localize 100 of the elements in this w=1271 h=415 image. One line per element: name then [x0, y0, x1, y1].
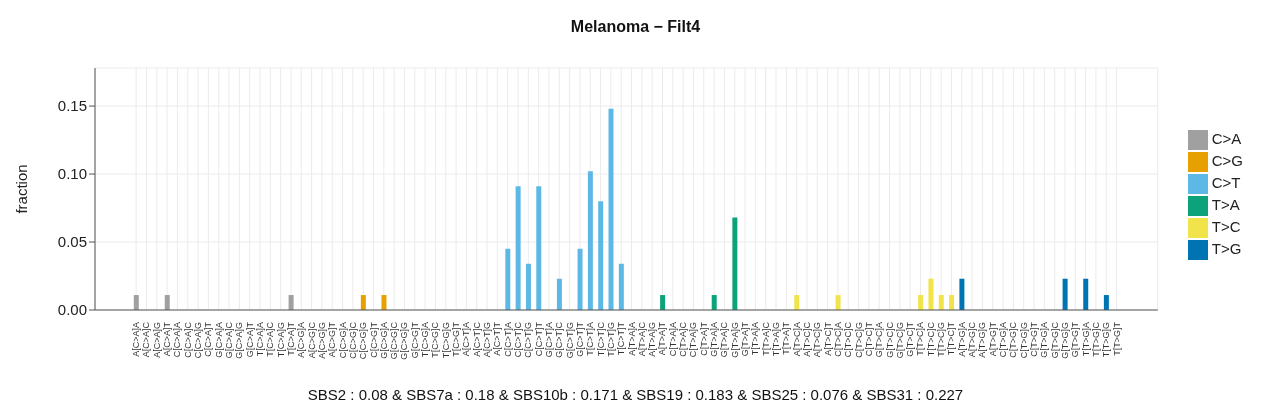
x-tick-label: T[T>C]T — [946, 321, 957, 356]
chart-title: Melanoma − Filt4 — [569, 18, 702, 36]
x-tick-label: A[C>G]C — [306, 321, 317, 359]
legend-label: T>A — [1211, 196, 1240, 213]
x-tick-label: C[C>A]A — [172, 322, 183, 358]
bar — [288, 295, 294, 310]
bar — [1083, 278, 1089, 310]
x-tick-label: C[T>C]C — [843, 321, 854, 358]
bar — [360, 295, 366, 310]
x-tick-label: T[C>G]C — [430, 321, 441, 358]
y-tick-label: 0.05 — [57, 233, 87, 251]
x-tick-label: G[T>G]T — [1070, 321, 1081, 358]
x-tick-label: G[T>G]C — [1049, 321, 1060, 359]
x-tick-label: T[C>A]A — [255, 322, 265, 357]
x-tick-label: A[C>T]T — [492, 321, 503, 356]
x-tick-label: C[T>A]G — [688, 322, 699, 358]
x-tick-label: C[C>A]C — [182, 321, 193, 358]
x-tick-label: G[T>A]C — [719, 321, 730, 358]
y-tick-label: 0.00 — [57, 301, 87, 319]
x-tick-label: G[T>A]G — [729, 322, 740, 358]
x-tick-label: A[T>C]A — [791, 322, 802, 357]
x-tick-label: C[T>A]A — [667, 322, 678, 357]
x-tick-label: A[T>C]T — [822, 321, 833, 356]
x-tick-label: G[T>G]A — [1039, 322, 1050, 358]
bar — [515, 186, 521, 310]
legend-label: C>G — [1211, 151, 1243, 169]
bar — [1103, 295, 1109, 310]
x-tick-label: C[C>T]C — [513, 321, 524, 358]
bar — [732, 217, 738, 310]
x-tick-label: A[C>A]T — [162, 321, 173, 357]
bar — [835, 295, 841, 310]
text: SBS2 : 0.08 & SBS7a : 0.18 & SBS10b : 0.171 & SBS19 : 0.183 & SBS25 : 0.076 & SBS31 : 0.227 — [306, 386, 965, 403]
bar — [959, 278, 965, 310]
x-tick-label: C[C>T]T — [533, 321, 544, 357]
x-tick-label: A[T>A]A — [626, 322, 637, 356]
x-tick-label: T[T>A]G — [771, 322, 782, 357]
x-tick-label: T[C>A]C — [265, 321, 276, 357]
x-tick-label: A[C>A]C — [141, 321, 152, 358]
x-tick-label: T[T>A]A — [750, 322, 761, 356]
legend-label: T>C — [1211, 218, 1241, 236]
x-tick-label: T[T>A]T — [781, 321, 792, 355]
x-tick-label: T[C>G]G — [440, 322, 451, 359]
x-tick-label: T[T>C]A — [915, 322, 926, 356]
x-tick-label: C[C>G]G — [358, 322, 369, 360]
bar — [164, 295, 170, 310]
x-tick-label: C[C>G]C — [347, 321, 358, 359]
x-tick-label: G[T>C]C — [884, 321, 895, 358]
x-tick-label: T[T>C]G — [936, 322, 947, 357]
x-tick-label: G[T>A]A — [709, 322, 720, 357]
x-tick-label: G[C>T]C — [554, 321, 565, 358]
x-tick-label: C[C>T]A — [502, 322, 513, 357]
legend-label: T>G — [1211, 240, 1242, 258]
bar — [1062, 278, 1068, 310]
x-tick-label: C[C>A]G — [193, 322, 204, 359]
bar — [794, 295, 800, 310]
x-tick-label: T[C>A]G — [275, 322, 286, 358]
x-tick-label: G[C>G]C — [389, 321, 400, 360]
x-tick-label: G[C>A]T — [244, 321, 255, 358]
x-tick-label: C[C>G]T — [368, 321, 379, 358]
x-tick-label: G[T>C]G — [894, 322, 905, 359]
x-tick-label: C[T>G]C — [1008, 321, 1019, 358]
x-tick-label: A[T>G]G — [977, 322, 988, 358]
x-tick-label: C[T>A]T — [698, 321, 709, 356]
bar — [608, 108, 614, 310]
x-tick-label: T[T>A]C — [760, 321, 771, 356]
x-tick-label: G[C>T]T — [574, 321, 585, 357]
x-tick-label: C[T>G]A — [998, 322, 1009, 358]
x-tick-label: T[T>G]G — [1101, 322, 1112, 358]
x-tick-label: A[T>C]C — [801, 321, 812, 357]
x-tick-label: T[C>T]G — [605, 322, 616, 357]
x-tick-label: T[T>G]T — [1111, 321, 1122, 356]
x-tick-label: C[T>C]A — [832, 322, 843, 357]
bar — [381, 295, 387, 310]
bar — [556, 278, 562, 310]
bar — [505, 248, 511, 310]
x-tick-label: T[C>A]T — [285, 321, 296, 356]
x-tick-label: G[T>C]A — [874, 322, 885, 358]
bar — [928, 278, 934, 310]
x-tick-label: A[C>G]G — [316, 322, 327, 359]
x-tick-label: T[T>G]C — [1090, 321, 1101, 357]
x-tick-label: A[T>C]G — [812, 322, 823, 358]
x-tick-label: G[C>T]G — [564, 322, 575, 359]
x-tick-label: T[C>T]T — [616, 321, 627, 356]
x-tick-label: A[C>G]A — [296, 322, 307, 358]
x-tick-label: G[C>G]T — [409, 321, 420, 359]
bar — [938, 295, 944, 310]
x-tick-label: C[T>C]G — [853, 322, 864, 358]
x-tick-label: A[C>G]T — [327, 321, 338, 358]
x-tick-label: A[T>G]A — [956, 322, 967, 357]
bar — [587, 171, 593, 310]
x-tick-label: A[C>T]A — [461, 322, 472, 357]
y-tick-label: 0.10 — [57, 165, 87, 183]
bar — [618, 263, 624, 310]
x-tick-label: G[T>G]G — [1059, 322, 1070, 359]
x-tick-label: G[C>G]G — [399, 322, 410, 360]
x-tick-label: C[C>A]T — [203, 321, 214, 357]
x-tick-label: T[T>G]A — [1080, 322, 1091, 357]
x-tick-label: G[T>C]T — [905, 321, 916, 357]
y-tick-label: 0.15 — [57, 97, 87, 115]
x-tick-label: A[C>T]C — [471, 321, 482, 357]
